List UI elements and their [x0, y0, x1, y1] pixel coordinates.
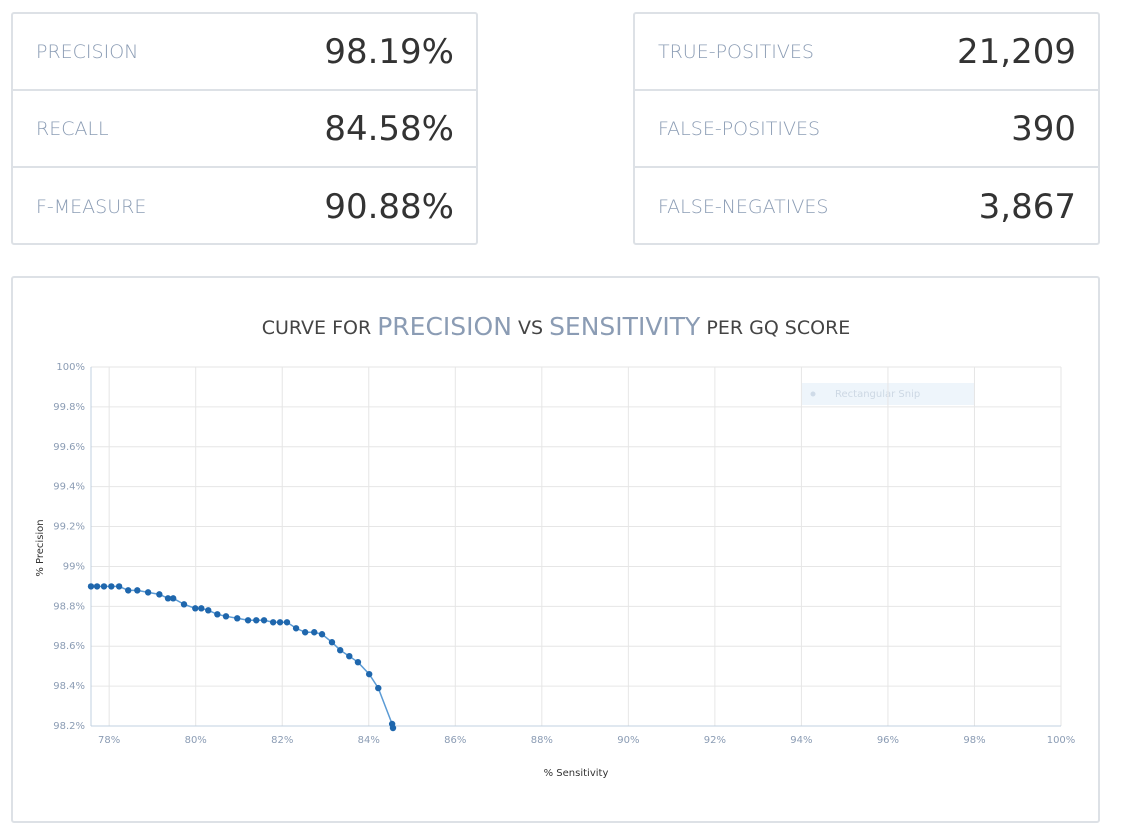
point [115, 583, 123, 590]
x-tick-label: 94% [790, 735, 812, 746]
metric-row: PRECISION 98.19% [13, 14, 476, 91]
point [301, 629, 309, 636]
x-tick-label: 78% [98, 735, 120, 746]
title-part: CURVE FOR [262, 317, 371, 339]
x-tick-label: 88% [531, 735, 553, 746]
point [337, 647, 344, 654]
metric-label: PRECISION [36, 40, 139, 63]
metric-value: 3,867 [978, 186, 1076, 227]
x-tick-label: 84% [358, 735, 380, 746]
metric-value: 90.88% [324, 186, 454, 227]
metric-row: RECALL 84.58% [13, 91, 476, 168]
point [93, 583, 101, 590]
metric-label: RECALL [36, 117, 109, 140]
point [260, 617, 268, 624]
x-tick-label: 98% [963, 735, 985, 746]
y-tick-label: 99% [63, 561, 85, 572]
point [192, 605, 199, 612]
point [108, 583, 115, 590]
metric-label: F-MEASURE [36, 195, 147, 218]
y-tick-label: 98.4% [53, 681, 85, 692]
x-axis-label: % Sensitivity [544, 768, 609, 779]
y-tick-label: 99.4% [53, 482, 85, 493]
point [253, 617, 260, 624]
point [100, 583, 108, 590]
x-tick-label: 92% [704, 735, 726, 746]
y-tick-label: 98.8% [53, 601, 85, 612]
point [365, 670, 373, 678]
chart-title: CURVE FOR PRECISION VS SENSITIVITY PER G… [262, 312, 851, 341]
metric-value: 21,209 [957, 31, 1076, 72]
x-tick-label: 90% [617, 735, 639, 746]
point [164, 595, 172, 602]
point [244, 617, 252, 624]
metric-label: FALSE-POSITIVES [658, 117, 821, 140]
metric-row: TRUE-POSITIVES 21,209 [635, 14, 1098, 91]
x-tick-label: 86% [444, 735, 466, 746]
point [354, 658, 362, 666]
y-tick-label: 99.2% [53, 522, 85, 533]
metric-row: F-MEASURE 90.88% [13, 168, 476, 245]
metric-value: 84.58% [324, 108, 454, 149]
metrics-panel: PRECISION 98.19% RECALL 84.58% F-MEASURE 90.8… [11, 12, 478, 245]
title-part: PRECISION [377, 312, 512, 341]
metric-row: FALSE-NEGATIVES 3,867 [635, 168, 1098, 245]
point [328, 639, 336, 646]
chart: CURVE FOR PRECISION VS SENSITIVITY PER G… [35, 312, 1076, 779]
metric-value: 98.19% [324, 31, 454, 72]
point [214, 611, 221, 618]
overlay-dot [810, 391, 816, 397]
point [170, 595, 177, 602]
title-part: VS [518, 317, 543, 339]
title-part: PER GQ SCORE [706, 317, 850, 339]
metrics-panel: TRUE-POSITIVES 21,209 FALSE-POSITIVES 390 FA… [633, 12, 1100, 245]
point [292, 625, 300, 632]
x-tick-label: 82% [271, 735, 293, 746]
y-tick-label: 100% [56, 362, 85, 373]
metric-row: FALSE-POSITIVES 390 [635, 91, 1098, 168]
point [134, 587, 141, 594]
metric-value: 390 [1011, 108, 1076, 149]
point [389, 724, 397, 732]
overlay-text: Rectangular Snip [835, 389, 920, 400]
y-tick-label: 98.6% [53, 641, 85, 652]
point [375, 684, 382, 692]
y-tick-label: 99.6% [53, 442, 85, 453]
y-tick-label: 99.8% [53, 402, 85, 413]
chart-panel: CURVE FOR PRECISION VS SENSITIVITY PER G… [11, 276, 1100, 823]
point [144, 589, 152, 596]
point [205, 607, 212, 614]
point [318, 631, 326, 638]
point [269, 619, 277, 626]
point [125, 587, 132, 594]
x-tick-label: 100% [1047, 735, 1076, 746]
point [87, 583, 95, 590]
point [276, 619, 284, 626]
point [311, 629, 318, 636]
y-tick-label: 98.2% [53, 721, 85, 732]
point [180, 601, 188, 608]
point [283, 619, 291, 626]
x-tick-label: 96% [877, 735, 899, 746]
overlay-box [802, 383, 975, 405]
metric-label: FALSE-NEGATIVES [658, 195, 829, 218]
point [198, 605, 205, 612]
title-part: SENSITIVITY [549, 312, 701, 341]
metric-label: TRUE-POSITIVES [658, 40, 814, 63]
point [156, 591, 163, 598]
y-axis-label: % Precision [35, 519, 46, 576]
point [346, 652, 353, 660]
point [222, 613, 230, 620]
x-tick-label: 80% [185, 735, 207, 746]
point [234, 615, 241, 622]
